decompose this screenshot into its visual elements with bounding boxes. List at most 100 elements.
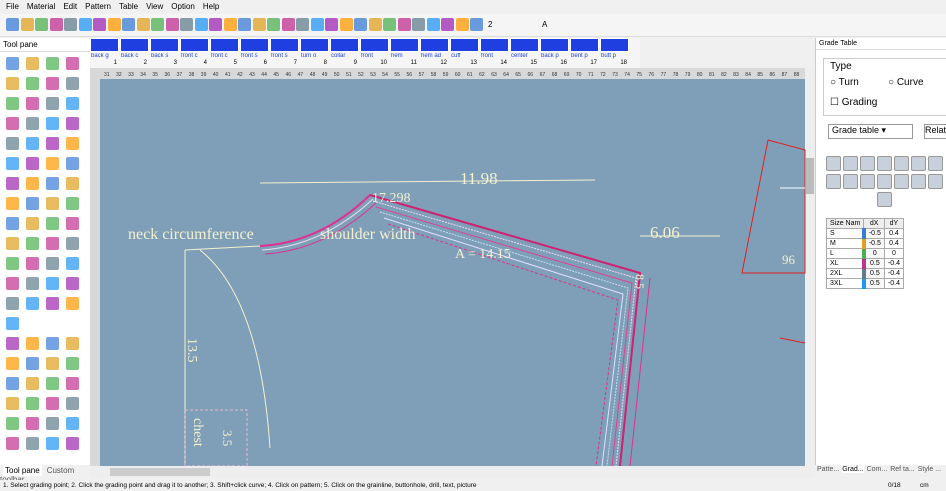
tool-icon[interactable]	[46, 137, 59, 150]
piece[interactable]: front c 4	[180, 38, 209, 68]
piece[interactable]: turn o 8	[300, 38, 329, 68]
grade-row[interactable]: 3XL 0.5 -0.4	[825, 278, 904, 289]
tool-button[interactable]	[470, 18, 483, 31]
menu-item[interactable]: Pattern	[85, 2, 111, 11]
grade-tool[interactable]	[911, 174, 926, 189]
tool-icon[interactable]	[6, 257, 19, 270]
piece[interactable]: front s 6	[240, 38, 269, 68]
tool-icon[interactable]	[6, 157, 19, 170]
tool-icon[interactable]	[46, 197, 59, 210]
tool-icon[interactable]	[66, 417, 79, 430]
tool-button[interactable]	[165, 18, 179, 31]
grade-tool[interactable]	[894, 174, 909, 189]
tool-icon[interactable]	[26, 437, 39, 450]
tool-icon[interactable]	[66, 357, 79, 370]
piece[interactable]: front 14	[480, 38, 509, 68]
tool-icon[interactable]	[66, 137, 79, 150]
tool-icon[interactable]	[6, 357, 19, 370]
piece[interactable]: hem 11	[390, 38, 419, 68]
tool-icon[interactable]	[66, 97, 79, 110]
tool-button[interactable]	[20, 18, 34, 31]
tool-button[interactable]	[455, 18, 469, 31]
tab[interactable]: Grad...	[842, 466, 864, 473]
tool-button[interactable]	[209, 18, 222, 31]
tool-button[interactable]	[397, 18, 411, 31]
piece[interactable]: butt p 18	[600, 38, 629, 68]
tool-button[interactable]	[93, 18, 106, 31]
tool-icon[interactable]	[46, 357, 59, 370]
grade-row[interactable]: S -0.5 0.4	[825, 228, 904, 239]
tool-button[interactable]	[136, 18, 150, 31]
tool-icon[interactable]	[66, 337, 79, 350]
tool-icon[interactable]	[26, 277, 39, 290]
tool-button[interactable]	[194, 18, 208, 31]
piece[interactable]: back g 1	[90, 38, 119, 68]
tool-button[interactable]	[339, 18, 353, 31]
tool-icon[interactable]	[6, 197, 19, 210]
piece[interactable]: back s 3	[150, 38, 179, 68]
tool-icon[interactable]	[66, 277, 79, 290]
h-scrollbar[interactable]	[90, 466, 815, 478]
tool-icon[interactable]	[26, 337, 39, 350]
radio[interactable]: ○ Turn	[830, 77, 859, 88]
tool-icon[interactable]	[26, 77, 39, 90]
tool-icon[interactable]	[6, 337, 19, 350]
tool-icon[interactable]	[26, 177, 39, 190]
tool-icon[interactable]	[66, 437, 79, 450]
tool-button[interactable]	[107, 18, 121, 31]
tool-button[interactable]	[49, 18, 63, 31]
tool-icon[interactable]	[6, 297, 19, 310]
grade-row[interactable]: M -0.5 0.4	[825, 238, 904, 249]
tool-button[interactable]	[151, 18, 164, 31]
tool-icon[interactable]	[26, 257, 39, 270]
tool-icon[interactable]	[66, 157, 79, 170]
tool-icon[interactable]	[26, 377, 39, 390]
tool-button[interactable]	[354, 18, 367, 31]
grade-tool[interactable]	[843, 174, 858, 189]
tool-icon[interactable]	[6, 77, 19, 90]
tool-button[interactable]	[64, 18, 77, 31]
tool-icon[interactable]	[46, 297, 59, 310]
tab[interactable]: Ref ta...	[890, 466, 915, 473]
grade-tool[interactable]	[860, 174, 875, 189]
tool-icon[interactable]	[66, 197, 79, 210]
menu-item[interactable]: Edit	[63, 2, 78, 11]
tool-icon[interactable]	[26, 217, 39, 230]
tool-icon[interactable]	[46, 237, 59, 250]
piece[interactable]: back p 16	[540, 38, 569, 68]
tool-icon[interactable]	[46, 337, 59, 350]
tool-icon[interactable]	[46, 437, 59, 450]
tool-button[interactable]	[412, 18, 425, 31]
grade-tool[interactable]	[911, 156, 926, 171]
tab[interactable]: Patte...	[817, 466, 840, 473]
tool-icon[interactable]	[46, 377, 59, 390]
tool-icon[interactable]	[46, 397, 59, 410]
tool-button[interactable]	[426, 18, 440, 31]
tool-icon[interactable]	[26, 297, 39, 310]
piece[interactable]: cuff 13	[450, 38, 479, 68]
tool-icon[interactable]	[26, 157, 39, 170]
piece[interactable]: back c 2	[120, 38, 149, 68]
tool-button[interactable]	[238, 18, 251, 31]
piece[interactable]: front 10	[360, 38, 389, 68]
tool-button[interactable]	[310, 18, 324, 31]
tool-icon[interactable]	[66, 117, 79, 130]
tool-icon[interactable]	[46, 57, 59, 70]
tool-button[interactable]	[296, 18, 309, 31]
tool-icon[interactable]	[26, 237, 39, 250]
tool-icon[interactable]	[46, 257, 59, 270]
grade-tool[interactable]	[877, 156, 892, 171]
tool-icon[interactable]	[66, 377, 79, 390]
checkbox[interactable]: ☐ Grading	[830, 97, 878, 108]
tool-icon[interactable]	[6, 177, 19, 190]
grade-row[interactable]: XL 0.5 -0.4	[825, 258, 904, 269]
tool-icon[interactable]	[6, 237, 19, 250]
tool-icon[interactable]	[6, 137, 19, 150]
piece[interactable]: collar 9	[330, 38, 359, 68]
tool-icon[interactable]	[46, 277, 59, 290]
tool-button[interactable]	[383, 18, 396, 31]
tool-icon[interactable]	[26, 57, 39, 70]
grade-tool[interactable]	[826, 174, 841, 189]
grade-tool[interactable]	[877, 192, 892, 207]
